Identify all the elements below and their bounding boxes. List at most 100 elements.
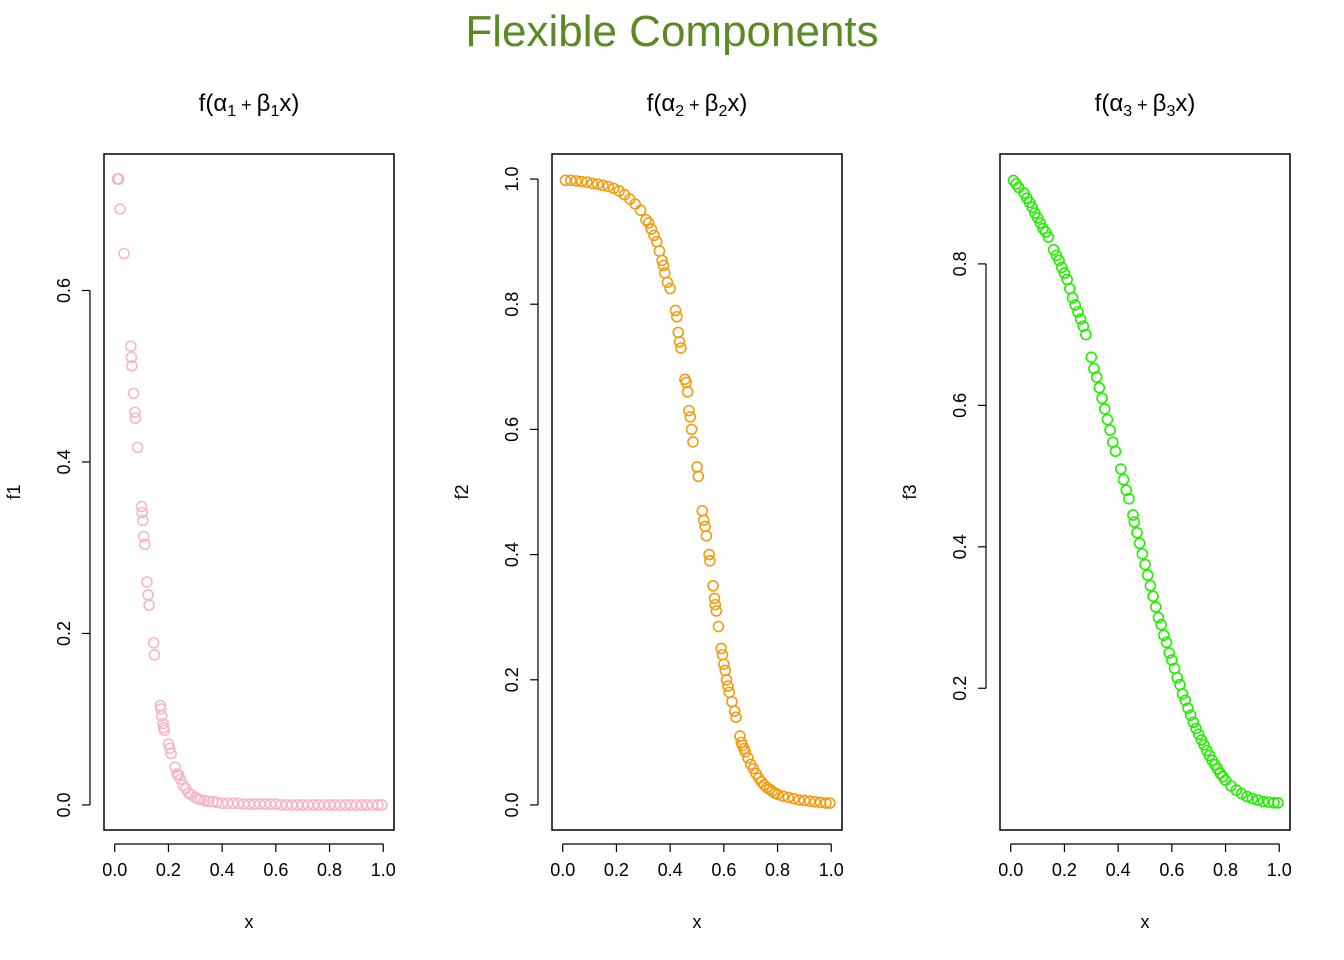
data-point	[372, 799, 384, 811]
data-point	[148, 649, 161, 661]
data-point	[1257, 795, 1269, 808]
data-point	[1117, 473, 1130, 486]
x-tick-label: 0.0	[102, 860, 127, 880]
x-axis-label: x	[1141, 912, 1150, 932]
data-point	[1163, 647, 1175, 659]
data-point	[657, 259, 670, 272]
title-x: x	[279, 90, 291, 117]
y-tick-label: 0.0	[54, 792, 74, 817]
data-point	[798, 794, 811, 807]
data-point	[820, 797, 832, 809]
plot-frame	[551, 153, 843, 831]
title-alpha-subscript: 2	[675, 103, 684, 120]
y-tick-label: 0.6	[502, 417, 522, 442]
data-point	[692, 470, 705, 483]
data-point	[127, 387, 140, 400]
data-point	[147, 637, 160, 649]
data-point	[131, 441, 144, 454]
x-tick-label: 0.8	[317, 860, 342, 880]
y-tick-label: 0.0	[502, 792, 522, 817]
data-point	[664, 282, 676, 295]
data-point	[709, 598, 722, 611]
x-tick-label: 1.0	[819, 860, 844, 880]
data-point	[715, 642, 727, 655]
x-tick-label: 0.2	[156, 860, 181, 880]
x-tick-label: 0.6	[1159, 860, 1184, 880]
title-plus: +	[684, 95, 705, 115]
data-point	[681, 386, 694, 398]
panel-2: f(α2 + β2x)0.0 0.2 0.4 0.6 0.8 1.00.00.20.40.…	[452, 90, 844, 932]
y-axis: 0.0 0.2 0.4 0.6	[54, 278, 91, 817]
data-point	[726, 695, 738, 708]
data-point	[1093, 381, 1106, 394]
data-point	[700, 530, 713, 542]
data-point	[710, 605, 723, 617]
x-tick-label: 0.4	[1106, 860, 1131, 880]
title-alpha: α	[1109, 90, 1123, 117]
data-point	[602, 180, 615, 193]
data-point	[126, 360, 138, 372]
data-point	[642, 217, 655, 229]
x-axis: 0.0 0.2 0.4 0.6 0.8 1.0	[102, 843, 396, 880]
data-point	[581, 176, 593, 188]
y-axis: 0.2 0.4 0.6 0.8	[950, 251, 987, 701]
data-point	[155, 703, 167, 715]
panel-title: f(α3 + β3x)	[1095, 90, 1196, 120]
data-point	[597, 179, 609, 192]
data-points	[111, 173, 388, 811]
data-point	[174, 773, 187, 786]
title-suffix: )	[1187, 90, 1195, 117]
title-alpha-subscript: 3	[1123, 103, 1132, 120]
x-tick-label: 1.0	[371, 860, 396, 880]
data-point	[793, 794, 805, 806]
title-prefix: f(	[647, 90, 662, 117]
data-point	[1192, 728, 1205, 741]
title-beta: β	[1153, 90, 1167, 117]
data-point	[1072, 306, 1084, 318]
data-point	[1131, 526, 1143, 539]
data-point	[142, 589, 154, 601]
title-prefix: f(	[1095, 90, 1110, 117]
x-axis: 0.0 0.2 0.4 0.6 0.8 1.0	[998, 843, 1292, 880]
data-point	[675, 342, 687, 354]
data-point	[270, 798, 282, 810]
data-point	[673, 335, 686, 348]
data-point	[1141, 569, 1154, 581]
data-point	[1098, 403, 1111, 415]
plot-frame	[999, 153, 1291, 831]
data-point	[1109, 445, 1122, 458]
data-point	[163, 742, 176, 755]
data-point	[570, 175, 582, 187]
y-tick-label: 0.6	[54, 278, 74, 303]
data-point	[787, 792, 800, 805]
title-alpha-subscript: 1	[227, 103, 236, 120]
data-point	[155, 709, 168, 722]
data-point	[135, 500, 148, 513]
data-point	[653, 245, 666, 257]
data-point	[671, 310, 683, 323]
y-axis: 0.0 0.2 0.4 0.6 0.8 1.0	[502, 167, 539, 817]
y-tick-label: 1.0	[502, 167, 522, 192]
title-suffix: )	[291, 90, 299, 117]
data-point	[1055, 261, 1068, 274]
data-point	[782, 791, 795, 804]
x-tick-label: 0.4	[210, 860, 235, 880]
panel-1: f(α1 + β1x)0.0 0.2 0.4 0.6 0.8 1.00.00.20.40.…	[4, 90, 396, 932]
data-point	[650, 235, 663, 248]
data-point	[809, 796, 821, 808]
data-point	[1184, 709, 1197, 721]
data-point	[129, 412, 142, 425]
panel-3: f(α3 + β3x)0.0 0.2 0.4 0.6 0.8 1.00.20.40.60.…	[900, 90, 1292, 932]
data-point	[210, 796, 223, 809]
y-tick-label: 0.2	[950, 676, 970, 701]
data-point	[1136, 548, 1149, 560]
x-tick-label: 1.0	[1267, 860, 1292, 880]
x-tick-label: 0.6	[711, 860, 736, 880]
data-point	[1047, 243, 1060, 256]
data-point	[1104, 424, 1116, 436]
data-point	[1115, 463, 1127, 475]
data-point	[586, 177, 599, 190]
data-point	[1123, 492, 1135, 505]
panel-title: f(α2 + β2x)	[647, 90, 748, 120]
